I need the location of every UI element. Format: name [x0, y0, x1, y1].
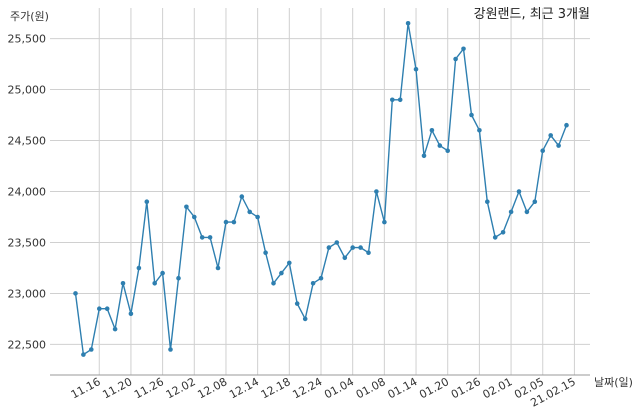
- data-point: [223, 219, 229, 225]
- data-point: [453, 56, 458, 62]
- data-point: [508, 209, 514, 215]
- data-point: [500, 230, 506, 235]
- data-point: [485, 199, 490, 204]
- data-point: [532, 199, 538, 204]
- data-point: [287, 260, 292, 266]
- data-point: [540, 148, 545, 153]
- x-tick-label: 12.24: [290, 375, 324, 401]
- data-point: [564, 122, 569, 128]
- y-tick-labels: 22,500 23,000 23,500 24,000 24,500 25,000 25,5…: [8, 33, 47, 352]
- data-point: [366, 250, 371, 255]
- data-point: [524, 209, 530, 215]
- x-tick-label: 01.26: [449, 375, 483, 401]
- data-point: [192, 214, 197, 220]
- data-point: [104, 306, 110, 312]
- data-point: [397, 97, 403, 103]
- y-tick-label: 25,000: [8, 84, 47, 97]
- data-point: [469, 112, 474, 118]
- data-point: [136, 265, 142, 271]
- data-point: [294, 301, 300, 306]
- data-point: [168, 347, 173, 352]
- data-point: [152, 281, 157, 286]
- data-point: [326, 245, 332, 250]
- x-tick-label: 02.01: [481, 375, 515, 401]
- data-point: [334, 240, 340, 245]
- x-tick-label: 11.20: [100, 375, 134, 401]
- data-point: [207, 235, 213, 240]
- y-tick-label: 23,500: [8, 236, 47, 249]
- data-point: [271, 281, 276, 286]
- data-point: [477, 128, 482, 133]
- data-point: [199, 235, 205, 240]
- data-point: [89, 347, 94, 352]
- data-point: [350, 245, 356, 250]
- data-point: [120, 281, 126, 286]
- data-point: [247, 209, 252, 215]
- data-point: [81, 352, 86, 357]
- data-point: [112, 326, 118, 332]
- y-tick-label: 24,500: [8, 135, 47, 148]
- data-point: [239, 194, 245, 199]
- data-point: [176, 275, 181, 281]
- x-tick-label: 12.08: [195, 375, 229, 401]
- x-tick-label: 12.02: [164, 375, 198, 401]
- data-point: [318, 275, 324, 281]
- data-point: [255, 214, 260, 220]
- y-tick-label: 22,500: [8, 338, 47, 351]
- data-point: [184, 204, 189, 210]
- data-point: [215, 265, 221, 271]
- x-tick-label: 11.16: [69, 375, 103, 401]
- data-point: [374, 189, 379, 194]
- data-point: [461, 46, 466, 52]
- data-point: [413, 66, 419, 72]
- data-point: [445, 148, 451, 153]
- data-point: [516, 189, 522, 194]
- data-point: [231, 219, 237, 225]
- y-tick-label: 23,000: [8, 287, 47, 300]
- data-point: [279, 270, 284, 276]
- y-axis-title: 주가(원): [10, 10, 49, 23]
- data-point: [358, 245, 363, 250]
- x-tick-label: 01.14: [386, 375, 420, 401]
- data-point: [144, 199, 150, 204]
- data-point: [421, 153, 427, 159]
- x-tick-label: 12.14: [227, 375, 261, 401]
- x-tick-label: 01.20: [417, 375, 451, 401]
- x-tick-label: 12.18: [259, 375, 293, 401]
- data-point: [302, 316, 308, 322]
- data-point: [382, 219, 387, 225]
- data-point: [97, 306, 102, 312]
- data-point: [310, 281, 316, 286]
- data-point: [556, 143, 561, 148]
- data-point: [548, 133, 553, 138]
- data-point: [390, 97, 395, 103]
- y-tick-label: 25,500: [8, 33, 47, 46]
- x-tick-labels: 11.1611.2011.2612.0212.0812.1412.1812.24…: [69, 375, 578, 409]
- data-point: [437, 143, 443, 148]
- data-point: [160, 270, 165, 276]
- x-tick-label: 01.08: [354, 375, 388, 401]
- x-tick-label: 01.04: [322, 375, 356, 401]
- x-axis-title: 날짜(일): [594, 375, 633, 389]
- data-point: [492, 235, 498, 240]
- data-point: [429, 128, 435, 133]
- data-point: [73, 291, 78, 296]
- data-point: [405, 21, 411, 26]
- y-tick-label: 24,000: [8, 186, 47, 199]
- data-point: [128, 311, 134, 317]
- data-point: [342, 255, 348, 261]
- x-tick-label: 11.26: [132, 375, 166, 401]
- data-point: [263, 250, 268, 255]
- chart-title: 강원랜드, 최근 3개월: [474, 7, 590, 22]
- series: [73, 21, 569, 357]
- grid: [50, 8, 590, 375]
